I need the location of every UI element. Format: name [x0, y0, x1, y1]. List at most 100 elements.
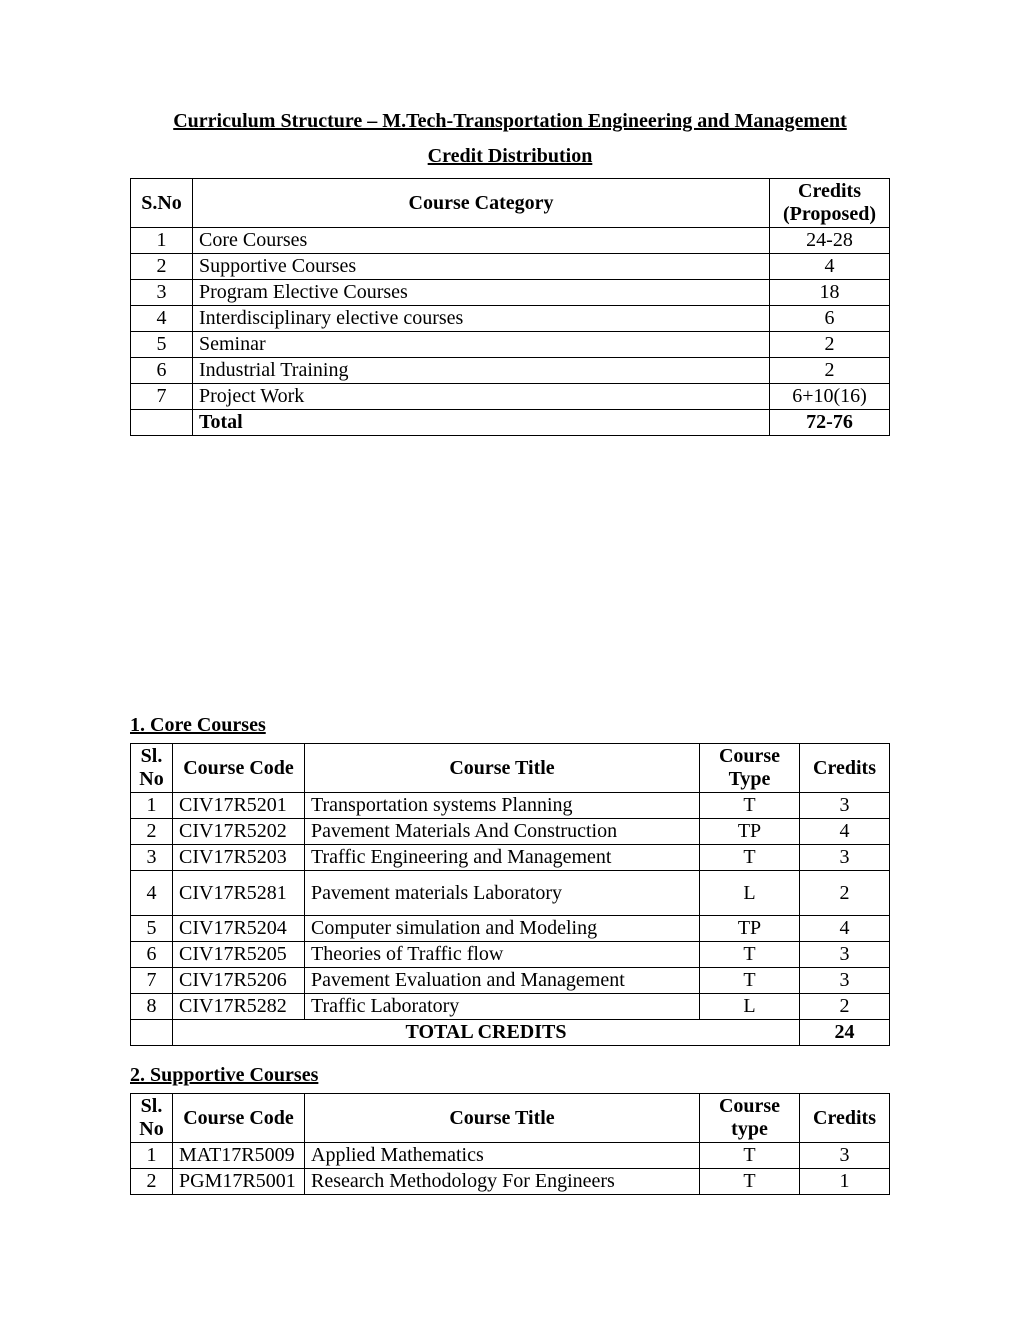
cell-code: CIV17R5205 — [173, 942, 305, 968]
table-row: 2 PGM17R5001 Research Methodology For En… — [131, 1169, 890, 1195]
credit-distribution-table: S.No Course Category Credits (Proposed) … — [130, 178, 890, 436]
cell-sno: 7 — [131, 968, 173, 994]
table-row: 3 Program Elective Courses 18 — [131, 280, 890, 306]
cell-category: Seminar — [193, 332, 770, 358]
header-title: Course Title — [305, 1094, 700, 1143]
cell-title: Applied Mathematics — [305, 1143, 700, 1169]
table-total-row: Total 72-76 — [131, 410, 890, 436]
cell-sno: 4 — [131, 306, 193, 332]
cell-credits: 24-28 — [770, 228, 890, 254]
table-row: 1 CIV17R5201 Transportation systems Plan… — [131, 793, 890, 819]
cell-sno: 1 — [131, 793, 173, 819]
header-type: Course type — [700, 1094, 800, 1143]
cell-title: Traffic Engineering and Management — [305, 845, 700, 871]
cell-category: Industrial Training — [193, 358, 770, 384]
supportive-courses-table: Sl. No Course Code Course Title Course t… — [130, 1093, 890, 1195]
cell-category: Project Work — [193, 384, 770, 410]
table-row: 7 CIV17R5206 Pavement Evaluation and Man… — [131, 968, 890, 994]
cell-code: CIV17R5202 — [173, 819, 305, 845]
header-type: Course Type — [700, 744, 800, 793]
cell-title: Pavement materials Laboratory — [305, 871, 700, 916]
cell-credits: 18 — [770, 280, 890, 306]
header-credits: Credits — [800, 744, 890, 793]
cell-sno: 5 — [131, 332, 193, 358]
table-row: 5 CIV17R5204 Computer simulation and Mod… — [131, 916, 890, 942]
cell-type: TP — [700, 819, 800, 845]
cell-category: Program Elective Courses — [193, 280, 770, 306]
table-row: 1 MAT17R5009 Applied Mathematics T 3 — [131, 1143, 890, 1169]
header-credits: Credits — [800, 1094, 890, 1143]
cell-code: CIV17R5203 — [173, 845, 305, 871]
cell-credits: 2 — [800, 994, 890, 1020]
cell-title: Pavement Materials And Construction — [305, 819, 700, 845]
page-title: Curriculum Structure – M.Tech-Transporta… — [130, 110, 890, 133]
header-credits: Credits (Proposed) — [770, 179, 890, 228]
cell-credits: 2 — [770, 332, 890, 358]
cell-sno: 5 — [131, 916, 173, 942]
table-row: 7 Project Work 6+10(16) — [131, 384, 890, 410]
cell-type: T — [700, 793, 800, 819]
cell-code: PGM17R5001 — [173, 1169, 305, 1195]
core-courses-heading: 1. Core Courses — [130, 714, 890, 737]
cell-title: Research Methodology For Engineers — [305, 1169, 700, 1195]
cell-type: T — [700, 1169, 800, 1195]
cell-type: L — [700, 994, 800, 1020]
table-row: 2 CIV17R5202 Pavement Materials And Cons… — [131, 819, 890, 845]
cell-type: T — [700, 845, 800, 871]
cell-credits: 3 — [800, 845, 890, 871]
table-row: 8 CIV17R5282 Traffic Laboratory L 2 — [131, 994, 890, 1020]
header-sno: Sl. No — [131, 1094, 173, 1143]
cell-credits: 3 — [800, 968, 890, 994]
cell-sno — [131, 410, 193, 436]
cell-title: Traffic Laboratory — [305, 994, 700, 1020]
cell-credits: 4 — [770, 254, 890, 280]
cell-credits: 3 — [800, 942, 890, 968]
table-row: 6 CIV17R5205 Theories of Traffic flow T … — [131, 942, 890, 968]
header-title: Course Title — [305, 744, 700, 793]
cell-category: Interdisciplinary elective courses — [193, 306, 770, 332]
table-total-row: TOTAL CREDITS 24 — [131, 1020, 890, 1046]
cell-sno: 1 — [131, 228, 193, 254]
table-header-row: S.No Course Category Credits (Proposed) — [131, 179, 890, 228]
cell-sno: 1 — [131, 1143, 173, 1169]
cell-total-value: 24 — [800, 1020, 890, 1046]
cell-credits: 3 — [800, 793, 890, 819]
table-row: 6 Industrial Training 2 — [131, 358, 890, 384]
header-category: Course Category — [193, 179, 770, 228]
cell-credits: 2 — [770, 358, 890, 384]
cell-credits: 1 — [800, 1169, 890, 1195]
cell-code: CIV17R5204 — [173, 916, 305, 942]
cell-sno: 7 — [131, 384, 193, 410]
table-row: 4 CIV17R5281 Pavement materials Laborato… — [131, 871, 890, 916]
table-row: 4 Interdisciplinary elective courses 6 — [131, 306, 890, 332]
cell-type: T — [700, 1143, 800, 1169]
cell-sno: 2 — [131, 1169, 173, 1195]
cell-sno: 2 — [131, 819, 173, 845]
cell-code: CIV17R5206 — [173, 968, 305, 994]
table-row: 3 CIV17R5203 Traffic Engineering and Man… — [131, 845, 890, 871]
cell-sno — [131, 1020, 173, 1046]
cell-title: Computer simulation and Modeling — [305, 916, 700, 942]
cell-sno: 3 — [131, 845, 173, 871]
table-row: 2 Supportive Courses 4 — [131, 254, 890, 280]
cell-credits: 4 — [800, 819, 890, 845]
cell-code: CIV17R5281 — [173, 871, 305, 916]
cell-type: L — [700, 871, 800, 916]
cell-title: Transportation systems Planning — [305, 793, 700, 819]
cell-credits: 3 — [800, 1143, 890, 1169]
cell-sno: 8 — [131, 994, 173, 1020]
cell-category: Core Courses — [193, 228, 770, 254]
cell-total-label: TOTAL CREDITS — [173, 1020, 800, 1046]
cell-sno: 6 — [131, 942, 173, 968]
cell-type: T — [700, 942, 800, 968]
cell-category: Supportive Courses — [193, 254, 770, 280]
cell-sno: 4 — [131, 871, 173, 916]
supportive-courses-heading: 2. Supportive Courses — [130, 1064, 890, 1087]
cell-sno: 6 — [131, 358, 193, 384]
cell-code: MAT17R5009 — [173, 1143, 305, 1169]
cell-type: T — [700, 968, 800, 994]
cell-title: Theories of Traffic flow — [305, 942, 700, 968]
table-header-row: Sl. No Course Code Course Title Course t… — [131, 1094, 890, 1143]
header-sno: S.No — [131, 179, 193, 228]
cell-type: TP — [700, 916, 800, 942]
